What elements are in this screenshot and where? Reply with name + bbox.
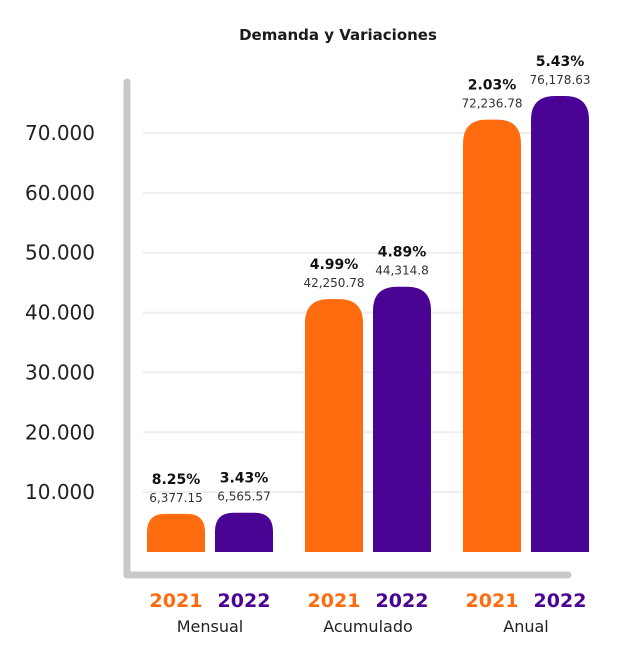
chart-title: Demanda y Variaciones xyxy=(239,26,437,44)
value-label: 76,178.63 xyxy=(529,73,590,87)
category-label: Acumulado xyxy=(323,617,413,636)
bar-2021-mensual xyxy=(147,513,205,552)
category-label: Anual xyxy=(503,617,548,636)
bar-2022-mensual xyxy=(215,512,273,552)
percent-label: 5.43% xyxy=(536,54,585,70)
value-label: 44,314.8 xyxy=(375,264,428,278)
y-tick-labels: 10.000 20.000 30.000 40.000 50.000 60.000 70.0… xyxy=(25,121,95,504)
bar-2022-anual xyxy=(531,96,589,553)
bar-2021-anual xyxy=(463,119,521,553)
percent-label: 3.43% xyxy=(220,471,269,487)
x-labels: 2021 2022 Mensual 2021 2022 Acumulado 2021 2022… xyxy=(150,590,587,636)
percent-label: 2.03% xyxy=(468,78,517,94)
y-tick-label: 10.000 xyxy=(25,480,95,504)
category-label: Mensual xyxy=(177,617,244,636)
bar-2022-acumulado xyxy=(373,286,431,552)
percent-label: 8.25% xyxy=(152,472,201,488)
axes xyxy=(123,78,572,579)
y-tick-label: 30.000 xyxy=(25,360,95,384)
value-label: 72,236.78 xyxy=(461,97,522,111)
value-label: 42,250.78 xyxy=(303,276,364,290)
bars xyxy=(147,96,589,553)
year-label: 2021 xyxy=(466,590,519,612)
year-label: 2021 xyxy=(308,590,361,612)
y-tick-label: 50.000 xyxy=(25,241,95,265)
value-label: 6,565.57 xyxy=(217,490,270,504)
year-label: 2022 xyxy=(534,590,587,612)
value-label: 6,377.15 xyxy=(149,491,202,505)
y-tick-label: 60.000 xyxy=(25,181,95,205)
bar-2021-acumulado xyxy=(305,299,363,552)
y-tick-label: 40.000 xyxy=(25,301,95,325)
y-tick-label: 70.000 xyxy=(25,121,95,145)
y-tick-label: 20.000 xyxy=(25,420,95,444)
year-label: 2021 xyxy=(150,590,203,612)
percent-label: 4.99% xyxy=(310,257,359,273)
percent-label: 4.89% xyxy=(378,245,427,261)
data-labels: 6,377.15 8.25% 6,565.57 3.43% 42,250.78 4.99%… xyxy=(149,54,590,505)
year-label: 2022 xyxy=(376,590,429,612)
year-label: 2022 xyxy=(218,590,271,612)
